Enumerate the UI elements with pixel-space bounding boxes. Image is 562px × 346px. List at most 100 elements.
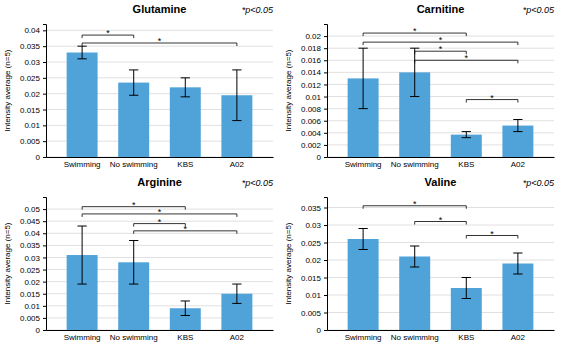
x-tick-label: A02 [511,333,526,342]
x-tick: No swimming [391,157,439,169]
y-tick-label: 0.045 [20,217,41,226]
y-tick-mark [43,78,46,79]
y-tick: 0.01 [24,121,46,130]
error-bar [129,70,138,95]
x-tick: A02 [230,157,245,169]
significance-label: * [158,207,162,217]
y-tick: 0.02 [305,32,327,41]
y-tick-mark [324,330,327,331]
plot: 00.0050.010.0150.020.0250.030.0350.04Swi… [3,25,274,169]
x-axis: SwimmingNo swimmingKBSA02 [47,330,274,342]
y-tick-mark [43,94,46,95]
annotation: *p<0.05 [523,5,555,15]
grid-line [46,233,273,234]
grid-line [327,72,554,73]
title: Carnitine [417,3,465,15]
y-tick-label: 0 [317,326,322,335]
y-tick-label: 0.02 [305,256,321,265]
marks [348,229,534,331]
significance-label: * [158,217,162,227]
y-tick: 0.025 [20,74,46,83]
significance-label: * [106,28,110,38]
y-tick: 0 [36,153,46,162]
y-tick: 0.035 [301,204,327,213]
error-bar [232,70,241,121]
y-tick-mark [43,30,46,31]
y-tick-label: 0.004 [301,129,322,138]
y-axis: 00.0020.0040.0060.0080.010.0120.0140.016… [301,25,328,163]
x-tick: A02 [511,330,526,342]
y-tick-label: 0.015 [301,274,322,283]
bar [67,53,98,158]
y-tick: 0.045 [20,217,46,226]
y-tick: 0.04 [24,26,46,35]
y-tick: 0 [317,153,327,162]
error-bar [358,229,367,250]
y-tick: 0.002 [301,141,327,150]
x-tick-label: KBS [458,160,474,169]
grid-line [46,30,273,31]
x-axis-line [328,157,555,158]
y-tick: 0.03 [24,254,46,263]
error-bar [181,301,190,316]
y-tick-label: 0.005 [20,137,41,146]
y-tick-mark [43,306,46,307]
x-tick: No swimming [391,330,439,342]
y-tick-mark [324,313,327,314]
y-axis-title: Intensity average (n=5) [3,222,12,304]
title: Valine [425,176,457,188]
y-tick-label: 0.018 [301,44,322,53]
y-tick-label: 0.05 [24,205,40,214]
y-tick-mark [43,282,46,283]
y-tick-label: 0.035 [20,241,41,250]
y-tick: 0.016 [301,56,327,65]
y-tick-label: 0.04 [24,229,40,238]
y-tick: 0.04 [24,229,46,238]
y-tick: 0.025 [301,239,327,248]
x-tick-label: KBS [177,160,193,169]
y-tick-mark [43,294,46,295]
y-tick-label: 0.008 [301,105,322,114]
y-tick-mark [43,221,46,222]
y-tick: 0.005 [20,314,46,323]
y-tick-label: 0.01 [305,93,321,102]
y-tick-mark [324,157,327,158]
y-axis-title: Intensity average (n=5) [3,49,12,131]
x-axis-line [47,157,274,158]
y-tick: 0.01 [305,291,327,300]
y-tick-label: 0.035 [301,204,322,213]
y-tick-mark [324,145,327,146]
panel: Valine*p<0.0500.0050.010.0150.020.0250.0… [284,176,555,342]
grid-line [327,207,554,208]
y-tick-label: 0.035 [20,42,41,51]
x-tick-label: No swimming [391,333,439,342]
significance-label: * [413,26,417,36]
title: Glutamine [133,3,187,15]
x-tick-label: A02 [511,160,526,169]
y-tick-label: 0.014 [301,68,322,77]
error-bar [232,284,241,303]
x-tick: Swimming [345,330,382,342]
y-tick-mark [43,125,46,126]
significance-label: * [158,36,162,46]
y-tick-mark [324,60,327,61]
y-tick-label: 0.005 [20,314,41,323]
y-tick-label: 0.025 [20,74,41,83]
x-tick-label: Swimming [64,160,101,169]
error-bar [77,46,86,59]
x-tick-label: No swimming [110,160,158,169]
y-tick: 0.015 [20,290,46,299]
x-tick-label: No swimming [110,333,158,342]
y-axis: 00.0050.010.0150.020.0250.030.0350.04 [20,25,47,163]
error-bar [462,278,471,299]
y-tick-label: 0 [317,153,322,162]
brackets: ***** [363,26,518,103]
significance-label: * [132,200,136,210]
error-bar [513,253,522,274]
y-tick: 0.018 [301,44,327,53]
y-axis-title: Intensity average (n=5) [284,222,293,304]
y-axis: 00.0050.010.0150.020.0250.030.0350.040.0… [20,198,47,336]
plot: 00.0050.010.0150.020.0250.030.0350.040.0… [3,198,274,342]
y-tick-mark [43,157,46,158]
x-axis-line [328,330,555,331]
